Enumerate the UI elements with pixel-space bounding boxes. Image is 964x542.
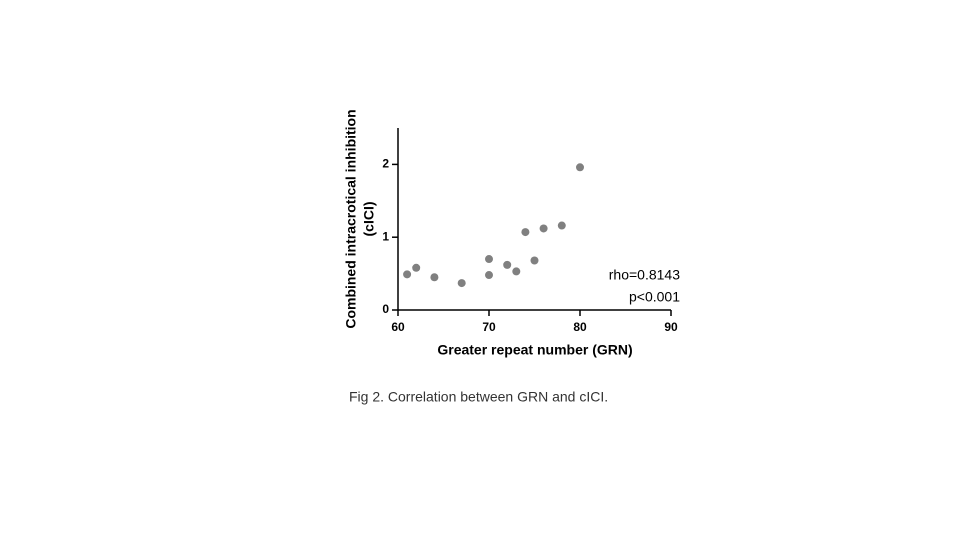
annotation: p<0.001 [629, 289, 680, 305]
x-axis-label: Greater repeat number (GRN) [437, 342, 632, 358]
point [503, 260, 512, 269]
x-tick-label: 80 [573, 320, 587, 334]
point [457, 279, 466, 288]
point [557, 221, 566, 230]
point [403, 270, 412, 279]
point [539, 224, 548, 233]
y-tick-label: 2 [382, 157, 389, 171]
y-axis-label: (cICI) [361, 202, 377, 237]
point [485, 255, 493, 264]
point [485, 271, 493, 280]
point [521, 228, 530, 237]
x-tick-label: 70 [482, 320, 496, 334]
point [576, 163, 584, 172]
point [512, 267, 521, 276]
point [412, 263, 421, 272]
y-tick-label: 0 [382, 302, 389, 316]
y-tick-label: 1 [382, 229, 389, 243]
point [430, 273, 439, 282]
y-axis-label: Combined intracrotical inhibition [343, 109, 359, 328]
caption: Fig 2. Correlation between GRN and cICI. [349, 389, 608, 405]
x-tick-label: 60 [391, 320, 405, 334]
annotation: rho=0.8143 [609, 267, 680, 283]
x-tick-label: 90 [664, 320, 678, 334]
point [530, 256, 539, 265]
